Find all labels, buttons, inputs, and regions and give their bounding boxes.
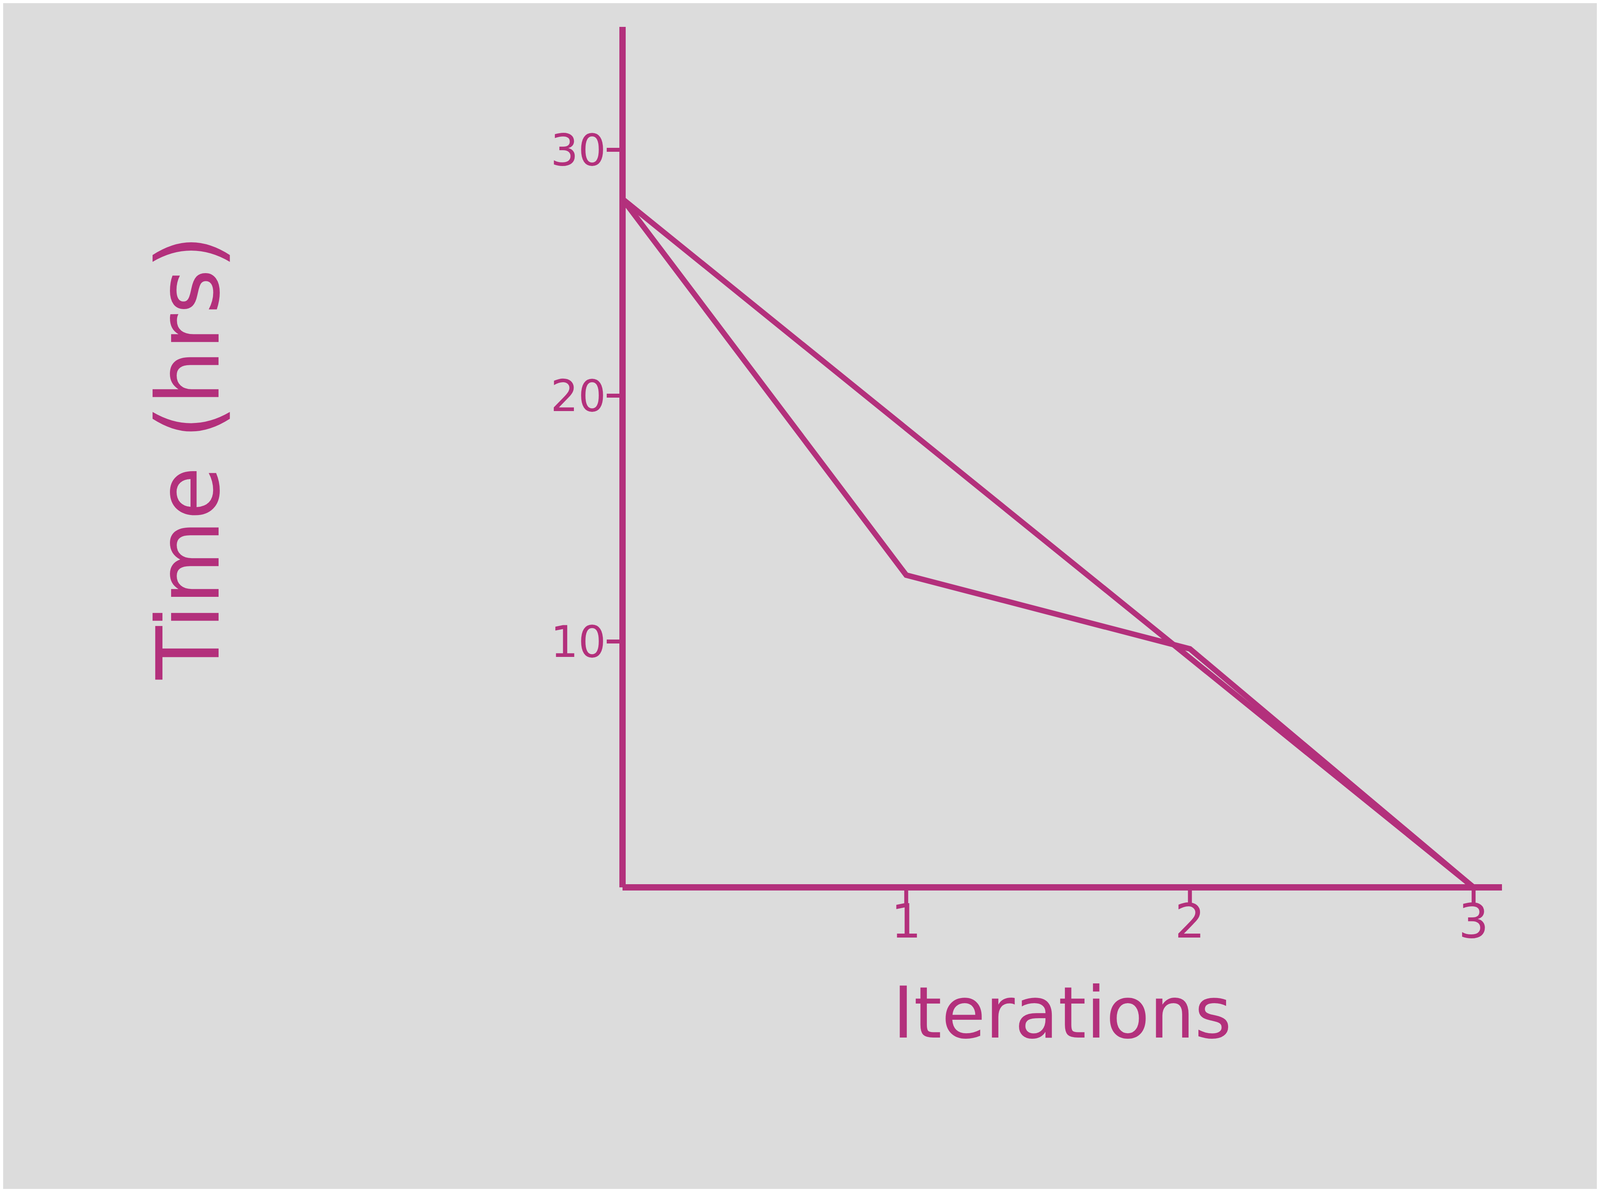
svg-text:3: 3 <box>1458 893 1489 949</box>
svg-text:Time (hrs): Time (hrs) <box>137 234 240 680</box>
svg-text:30: 30 <box>550 124 606 176</box>
svg-text:10: 10 <box>550 616 606 668</box>
svg-text:2: 2 <box>1174 893 1205 949</box>
svg-text:1: 1 <box>891 893 922 949</box>
svg-text:Iterations: Iterations <box>892 971 1232 1055</box>
svg-text:20: 20 <box>550 370 606 422</box>
